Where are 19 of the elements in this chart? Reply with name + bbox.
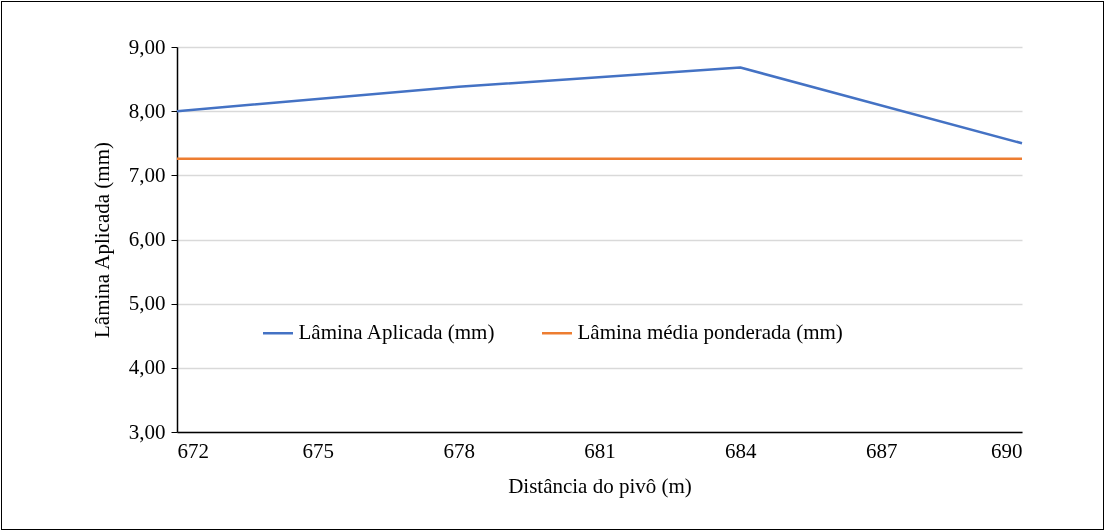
legend-label: Lâmina Aplicada (mm) (298, 320, 495, 345)
y-tick-label: 9,00 (128, 34, 166, 59)
x-tick-label: 678 (443, 438, 475, 463)
y-tick-label: 3,00 (128, 419, 166, 444)
x-tick-label: 672 (177, 438, 209, 463)
line-series (175, 66, 1024, 145)
y-tick-label: 5,00 (128, 291, 166, 316)
x-axis-title: Distância do pivô (m) (508, 473, 692, 498)
x-tick-label: 675 (302, 438, 335, 463)
y-tick-label: 8,00 (128, 98, 166, 123)
x-tick-label: 684 (725, 438, 758, 463)
x-tick-label: 690 (991, 438, 1023, 463)
y-tick-label: 4,00 (128, 355, 166, 380)
y-tick-label: 7,00 (128, 162, 166, 187)
x-tick-label: 681 (584, 438, 616, 463)
y-axis-title: Lâmina Aplicada (mm) (89, 142, 114, 338)
y-tick-label: 6,00 (128, 227, 166, 251)
legend-label: Lâmina média ponderada (mm) (577, 320, 843, 345)
x-tick-label: 687 (865, 438, 898, 463)
